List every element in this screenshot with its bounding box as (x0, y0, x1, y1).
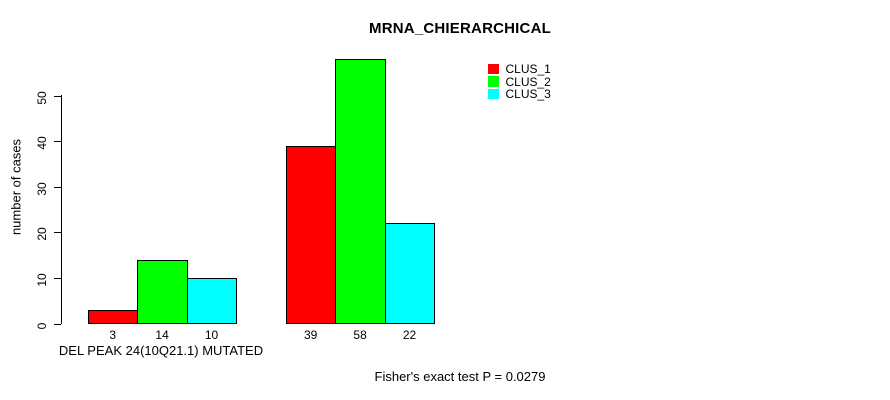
fisher-test-annotation: Fisher's exact test P = 0.0279 (374, 369, 546, 384)
legend-label-clus_3: CLUS_3 (505, 86, 551, 101)
legend: CLUS_1 CLUS_2 CLUS_3 (488, 63, 551, 100)
bar-value-label: 3 (109, 328, 117, 342)
bar-clus_1-group-1 (88, 309, 139, 325)
y-tick (54, 141, 61, 143)
y-tick (54, 277, 61, 279)
legend-label-clus_1: CLUS_1 (505, 62, 551, 77)
chart-title: MRNA_CHIERARCHICAL (369, 20, 551, 37)
bar-clus_1-group-2 (286, 145, 337, 325)
legend-swatch-clus_3 (488, 88, 499, 100)
y-axis-label-text: number of cases (8, 138, 24, 236)
legend-label-clus_2: CLUS_2 (505, 74, 551, 89)
legend-swatch-clus_2 (488, 76, 499, 87)
legend-swatch-clus_1 (488, 63, 499, 75)
y-tick (54, 95, 61, 97)
legend-item-clus_2: CLUS_2 (488, 74, 551, 89)
bar-clus_2-group-1 (137, 259, 188, 325)
bar-value-label: 22 (402, 328, 417, 342)
legend-item-clus_3: CLUS_3 (488, 88, 551, 100)
y-axis-line (61, 95, 62, 324)
x-axis-label: DEL PEAK 24(10Q21.1) MUTATED (58, 343, 264, 358)
y-tick (54, 232, 61, 234)
y-tick (54, 323, 61, 325)
bar-value-label: 10 (204, 328, 219, 342)
legend-item-clus_1: CLUS_1 (488, 63, 551, 75)
bar-value-label: 58 (353, 328, 367, 342)
bar-value-label: 39 (304, 328, 318, 342)
bar-clus_3-group-2 (384, 223, 436, 325)
bar-value-label: 14 (155, 328, 169, 342)
y-tick (54, 186, 61, 188)
bar-clus_3-group-1 (186, 277, 238, 325)
bar-clus_2-group-2 (335, 59, 386, 325)
